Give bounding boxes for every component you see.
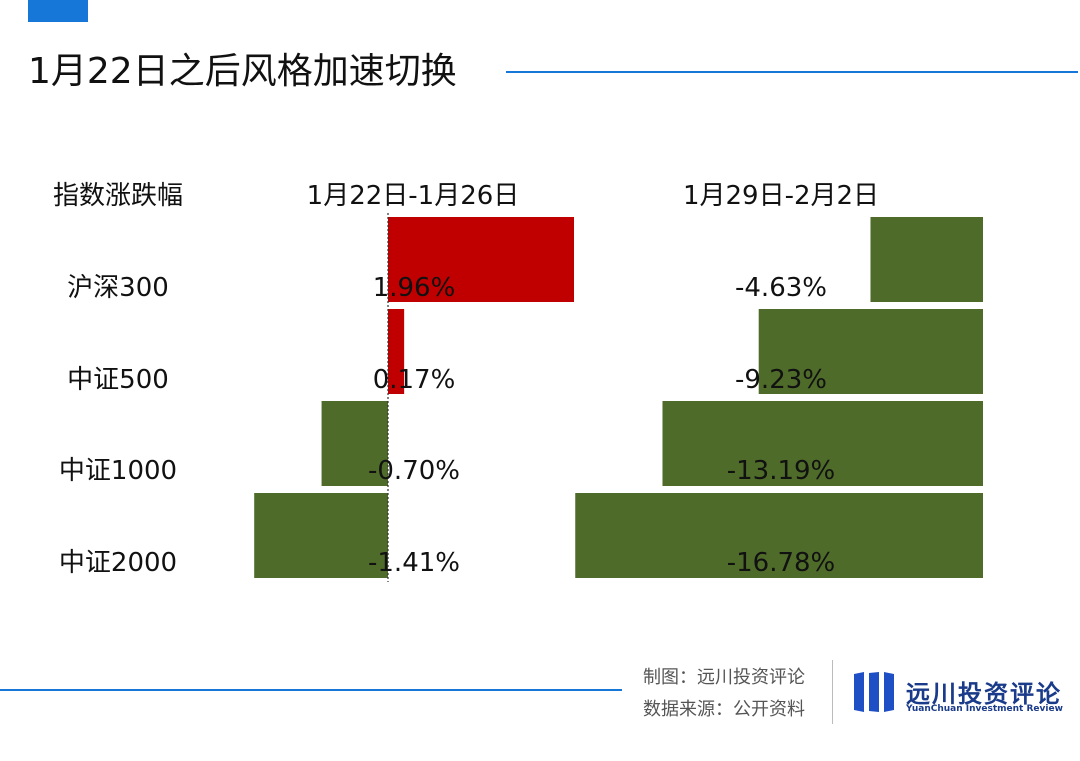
panel-1: 1月22日-1月26日 1.96% 0.17% -0.70% -1.41%: [254, 181, 575, 582]
bar: [870, 217, 983, 302]
data-label: -9.23%: [735, 365, 827, 395]
category-label: 中证500: [67, 365, 169, 395]
data-label: -1.41%: [368, 548, 460, 578]
page-title: 1月22日之后风格加速切换: [28, 51, 457, 92]
top-accent-bar: [28, 0, 88, 22]
footer-divider: [0, 689, 622, 691]
brand-logo: 远川投资评论 YuanChuan Investment Review: [852, 672, 1064, 720]
data-label: -0.70%: [368, 456, 460, 486]
data-label: -4.63%: [735, 273, 827, 303]
data-label: 1.96%: [373, 273, 456, 303]
panel-title: 1月22日-1月26日: [307, 181, 520, 211]
credit-source: 数据来源：公开资料: [643, 699, 805, 720]
bar: [758, 309, 983, 394]
bar: [321, 401, 388, 486]
logo-name-en: YuanChuan Investment Review: [906, 704, 1063, 714]
credits: 制图：远川投资评论 数据来源：公开资料: [643, 662, 805, 726]
bar: [388, 217, 575, 302]
logo-divider: [832, 660, 833, 724]
panel-2: 1月29日-2月2日 -4.63% -9.23% -13.19% -16.78%: [575, 181, 983, 578]
category-label: 中证2000: [59, 548, 177, 578]
panel-title: 1月29日-2月2日: [683, 181, 879, 211]
data-label: -16.78%: [727, 548, 836, 578]
bar: [388, 309, 405, 394]
logo-bars-icon: [854, 672, 894, 712]
title-divider: [506, 71, 1078, 73]
data-label: 0.17%: [373, 365, 456, 395]
row-header: 指数涨跌幅: [53, 181, 183, 211]
bar: [575, 493, 983, 578]
credit-made-by: 制图：远川投资评论: [643, 667, 805, 688]
bar: [662, 401, 983, 486]
category-label: 沪深300: [67, 273, 169, 303]
category-label: 中证1000: [59, 456, 177, 486]
data-label: -13.19%: [727, 456, 836, 486]
bar: [254, 493, 388, 578]
logo-name-cn: 远川投资评论: [906, 680, 1062, 708]
